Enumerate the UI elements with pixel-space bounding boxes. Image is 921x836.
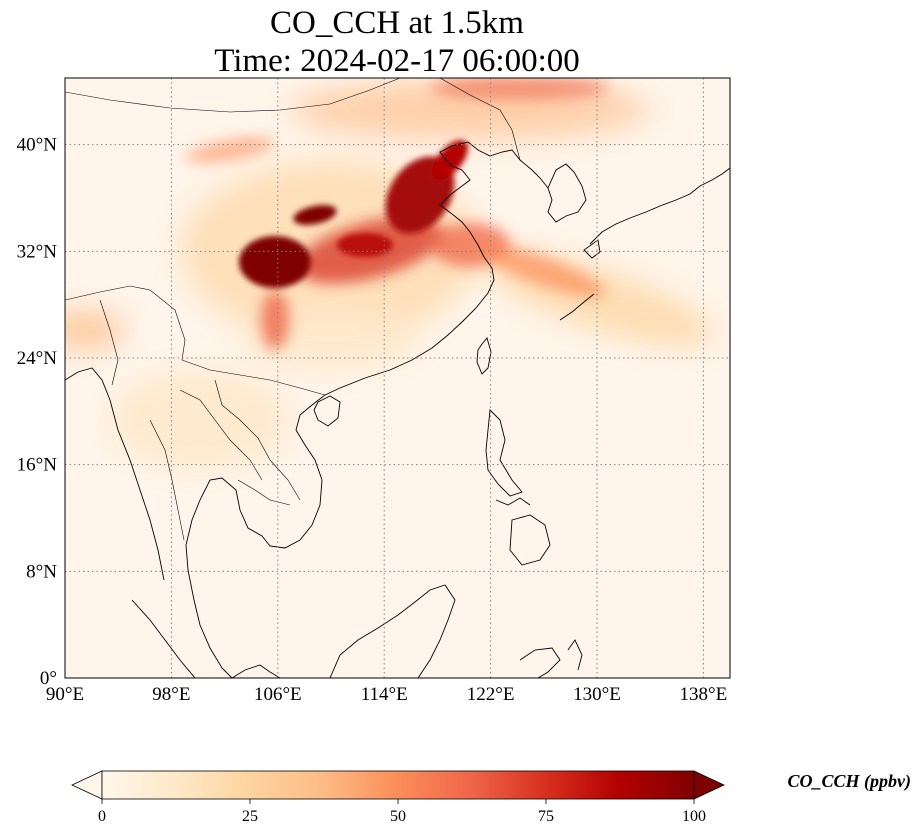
plume-henan-core: [337, 233, 393, 257]
colorbar-tick-label: 25: [242, 808, 258, 825]
y-tick-label: 0°: [40, 668, 57, 689]
colorbar-tick-label: 0: [98, 808, 106, 825]
colorbar-tick-label: 75: [538, 808, 554, 825]
coastline-sulawesi: [519, 647, 561, 678]
border-laos-vietnam: [214, 379, 301, 501]
x-axis-tick-labels: 90°E 98°E 106°E 114°E 122°E 130°E 138°E: [46, 684, 727, 705]
coastline-ryukyu: [559, 293, 595, 321]
x-tick-label: 138°E: [680, 684, 728, 705]
y-tick-label: 40°N: [17, 135, 58, 156]
coastline-borneo: [329, 584, 456, 678]
colorbar-ticks: 0 25 50 75 100: [98, 799, 706, 825]
coastline-halmahera: [567, 639, 583, 671]
colorbar: 0 25 50 75 100 CO_CCH (ppbv): [71, 770, 912, 825]
coastline-kyushu: [583, 239, 601, 259]
colorbar-extend-min: [71, 770, 103, 800]
border-mongolia-china: [65, 78, 401, 113]
x-tick-label: 130°E: [573, 684, 621, 705]
country-borders: [65, 78, 521, 541]
border-myanmar-thailand: [149, 419, 185, 541]
colorbar-tick-label: 50: [390, 808, 406, 825]
x-tick-label: 106°E: [254, 684, 302, 705]
plume-northeast-band: [430, 78, 610, 100]
y-tick-label: 8°N: [26, 561, 57, 582]
border-china-vietnam: [181, 359, 326, 396]
coastline-taiwan: [476, 337, 492, 375]
plume-haze-indochina: [110, 370, 290, 470]
plume-jing-jin-ji-core: [432, 140, 468, 180]
coastline-visayas: [495, 497, 531, 506]
coastline-korea: [547, 163, 587, 223]
x-tick-label: 114°E: [361, 684, 408, 705]
y-tick-label: 16°N: [17, 455, 58, 476]
border-thailand-laos: [179, 389, 263, 481]
title-line-1: CO_CCH at 1.5km: [270, 5, 524, 41]
coastline-indochina: [185, 394, 326, 678]
coastline-hainan: [313, 395, 341, 427]
plume-inner-mongolia: [185, 137, 275, 163]
y-tick-label: 32°N: [17, 241, 58, 262]
title-line-2: Time: 2024-02-17 06:00:00: [214, 43, 579, 79]
colorbar-gradient: [101, 770, 695, 800]
x-tick-label: 98°E: [152, 684, 190, 705]
map-area: [65, 78, 730, 678]
coastline-malaysia: [231, 664, 281, 678]
coastline-mindanao: [509, 514, 551, 566]
coastline-luzon: [485, 409, 523, 497]
concentration-field: [65, 78, 715, 470]
border-china-russia: [439, 78, 521, 161]
y-axis-tick-labels: 0° 8°N 16°N 24°N 32°N 40°N: [17, 135, 58, 689]
map-frame: [64, 77, 731, 679]
colorbar-extend-max: [693, 770, 725, 800]
coastline-japan: [589, 167, 730, 245]
plume-haze-india: [65, 310, 125, 350]
border-china-india: [65, 285, 186, 361]
coastline-sumatra: [131, 599, 196, 678]
plume-east-outflow: [474, 242, 606, 298]
plume-sichuan-core: [239, 236, 311, 288]
border-thailand-cambodia: [237, 479, 291, 506]
coastline-china: [324, 141, 549, 396]
colorbar-label: CO_CCH (ppbv): [788, 771, 912, 792]
coastlines: [65, 141, 730, 678]
x-tick-label: 90°E: [46, 684, 84, 705]
x-tick-label: 122°E: [467, 684, 515, 705]
gridlines: [65, 78, 730, 678]
colorbar-tick-label: 100: [682, 808, 706, 825]
plume-sichuan-tail: [261, 290, 289, 350]
coastline-myanmar: [65, 367, 165, 581]
plume-sichuan-north-core: [293, 205, 337, 225]
border-india-myanmar: [99, 299, 119, 386]
y-tick-label: 24°N: [17, 348, 58, 369]
